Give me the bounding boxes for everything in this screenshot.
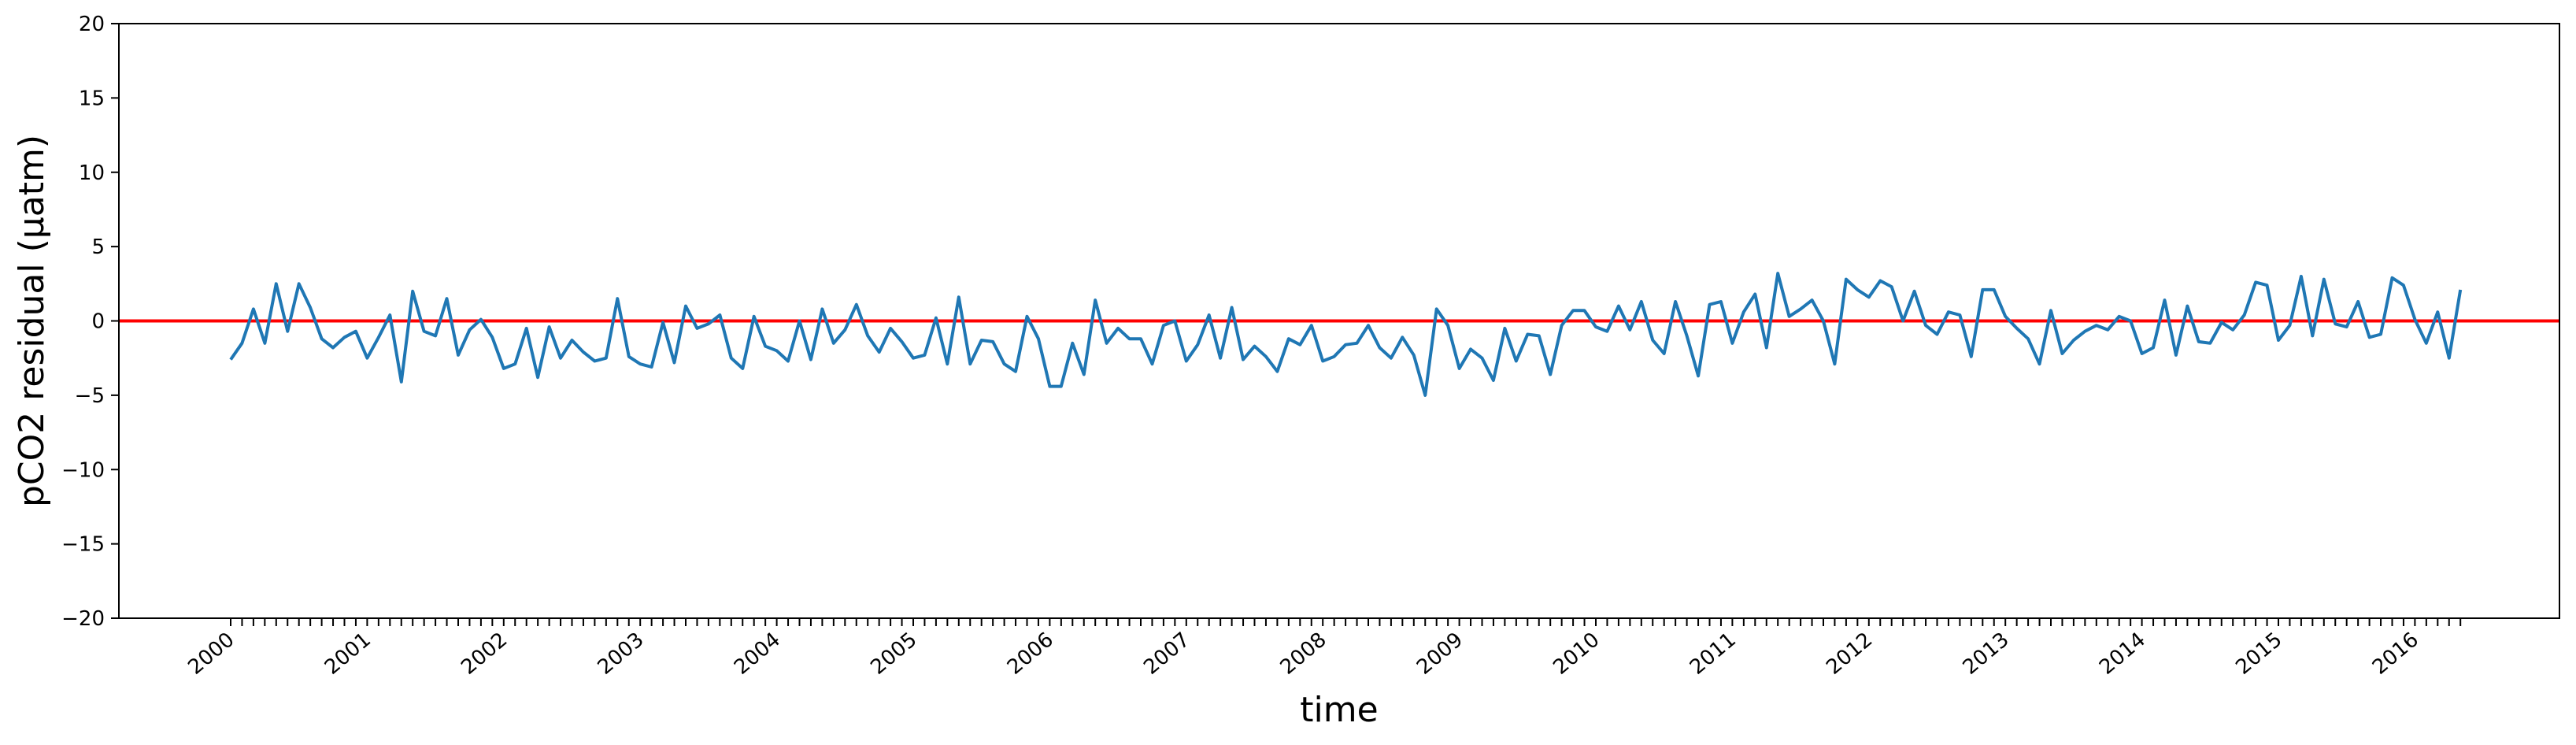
y-tick-label: −5 [75,384,105,408]
x-tick-label: 2000 [184,628,239,680]
x-tick-label: 2011 [1686,628,1741,680]
x-tick-label: 2009 [1412,628,1468,680]
x-tick-label: 2008 [1276,628,1331,680]
x-axis: 2000 2001 2002 2003 2004 2005 2006 2007 2008 2009… [184,618,2462,680]
x-tick-label: 2010 [1549,628,1604,680]
x-tick-label: 2002 [457,628,512,680]
x-tick-label: 2016 [2368,628,2423,680]
x-tick-label: 2001 [320,628,376,680]
y-tick-label: 0 [91,310,105,334]
y-tick-label: −15 [61,533,105,557]
x-tick-label: 2003 [594,628,649,680]
y-tick-label: −10 [61,458,105,482]
y-tick-label: 15 [79,87,105,110]
x-tick-label: 2005 [867,628,922,680]
x-tick-label: 2013 [1959,628,2014,680]
y-tick-label: −20 [61,607,105,631]
x-tick-label: 2006 [1003,628,1058,680]
x-tick-label: 2004 [730,628,785,680]
plot-area-frame [118,23,2560,619]
x-tick-label: 2012 [1822,628,1877,680]
x-tick-label: 2007 [1139,628,1194,680]
y-axis-label: pCO2 residual (µatm) [12,135,52,507]
y-axis: 20 15 10 5 0 −5 −10 −15 −20 [61,13,119,631]
x-tick-label: 2014 [2095,628,2150,680]
y-tick-label: 20 [79,13,105,36]
y-tick-label: 10 [79,161,105,185]
y-tick-label: 5 [91,235,105,259]
x-tick-label: 2015 [2232,628,2287,680]
x-axis-label: time [1300,690,1378,730]
series-line [229,272,2463,397]
